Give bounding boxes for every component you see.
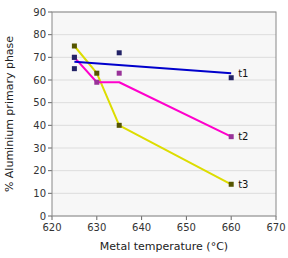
series-label: t1 bbox=[238, 68, 248, 79]
tick bbox=[141, 216, 142, 220]
tick-label: 60 bbox=[33, 75, 46, 86]
tick bbox=[276, 216, 277, 220]
point bbox=[94, 80, 99, 85]
tick-label: 660 bbox=[222, 222, 241, 233]
point bbox=[72, 55, 77, 60]
tick-label: 620 bbox=[42, 222, 61, 233]
series-label: t2 bbox=[238, 131, 248, 142]
x-axis-label: Metal temperature (°C) bbox=[100, 240, 228, 253]
tick bbox=[48, 170, 52, 171]
point bbox=[72, 66, 77, 71]
tick bbox=[52, 216, 53, 220]
tick bbox=[48, 102, 52, 103]
tick-label: 670 bbox=[266, 222, 285, 233]
tick-label: 90 bbox=[33, 7, 46, 18]
point bbox=[72, 44, 77, 49]
point bbox=[94, 71, 99, 76]
point bbox=[229, 75, 234, 80]
grid-line bbox=[52, 34, 276, 35]
point bbox=[117, 123, 122, 128]
tick-label: 650 bbox=[177, 222, 196, 233]
tick-label: 70 bbox=[33, 52, 46, 63]
tick bbox=[48, 34, 52, 35]
plot-background bbox=[52, 12, 276, 216]
tick-label: 40 bbox=[33, 120, 46, 131]
point bbox=[72, 55, 77, 60]
point bbox=[229, 182, 234, 187]
tick bbox=[96, 216, 97, 220]
tick-label: 50 bbox=[33, 97, 46, 108]
tick bbox=[48, 193, 52, 194]
tick-label: 30 bbox=[33, 143, 46, 154]
grid-line bbox=[52, 125, 276, 126]
tick bbox=[186, 216, 187, 220]
line bbox=[74, 62, 231, 73]
tick-label: 0 bbox=[40, 211, 46, 222]
point bbox=[117, 50, 122, 55]
y-axis-label: % Aluminium primary phase bbox=[3, 36, 16, 192]
grid-line bbox=[52, 193, 276, 194]
line bbox=[74, 46, 231, 184]
plot-frame bbox=[52, 12, 276, 216]
tick bbox=[48, 125, 52, 126]
grid-line bbox=[52, 80, 276, 81]
chart: 0 10 20 30 40 50 60 70 80 90 620 630 640 650 660 670 Met… bbox=[0, 0, 288, 258]
tick-label: 630 bbox=[87, 222, 106, 233]
line bbox=[74, 57, 231, 136]
tick bbox=[231, 216, 232, 220]
tick bbox=[48, 57, 52, 58]
point bbox=[117, 71, 122, 76]
tick-label: 640 bbox=[132, 222, 151, 233]
tick-label: 80 bbox=[33, 29, 46, 40]
tick bbox=[48, 216, 52, 217]
grid-line bbox=[52, 170, 276, 171]
tick-label: 10 bbox=[33, 188, 46, 199]
series-label: t3 bbox=[238, 179, 248, 190]
tick bbox=[48, 12, 52, 13]
point bbox=[229, 134, 234, 139]
tick bbox=[48, 80, 52, 81]
plot-area bbox=[72, 44, 234, 187]
tick-label: 20 bbox=[33, 165, 46, 176]
grid-line bbox=[52, 57, 276, 58]
tick bbox=[48, 148, 52, 149]
